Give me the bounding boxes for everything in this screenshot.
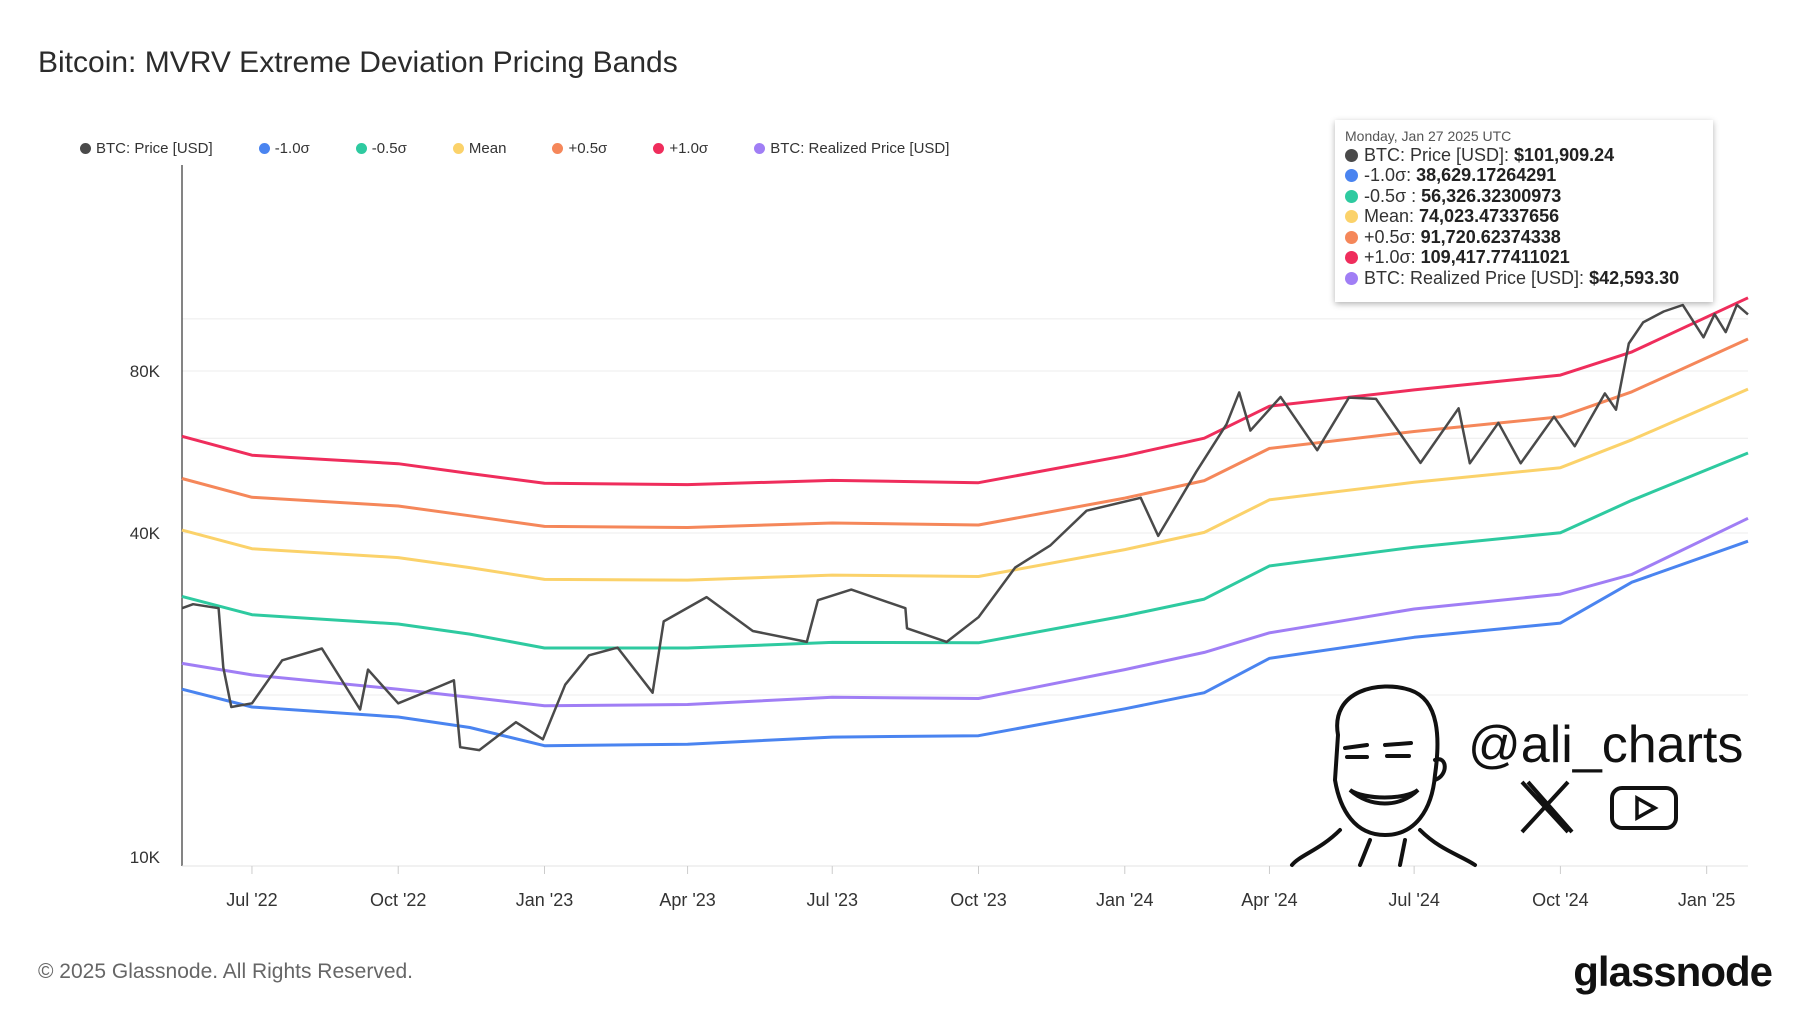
realized-price-line (181, 516, 1749, 708)
tooltip-row: BTC: Price [USD]: $101,909.24 (1345, 145, 1703, 166)
legend-label: BTC: Realized Price [USD] (770, 140, 950, 157)
tooltip-value: $42,593.30 (1589, 267, 1680, 288)
tooltip-value: $101,909.24 (1514, 144, 1615, 165)
legend-dot (258, 143, 270, 154)
tooltip-row: +0.5σ: 91,720.62374338 (1345, 227, 1703, 248)
plus-0-5-sigma-line (181, 337, 1749, 529)
legend-label: +1.0σ (669, 140, 709, 157)
mean-line (181, 387, 1749, 582)
legend-item-realized-price[interactable]: BTC: Realized Price [USD] (754, 140, 949, 157)
tooltip-value: 109,417.77411021 (1420, 247, 1570, 268)
minus-1-sigma-line (181, 539, 1749, 748)
x-tick-label: Jan '23 (516, 890, 573, 910)
minus-0-5-sigma-line (181, 451, 1749, 650)
legend-label: BTC: Price [USD] (96, 140, 213, 157)
x-tick-label: Apr '24 (1241, 890, 1297, 910)
tooltip-row: Mean: 74,023.47337656 (1345, 206, 1703, 228)
legend-item-minus-0-5-sigma[interactable]: -0.5σ (355, 140, 407, 157)
tooltip-value: 91,720.62374338 (1420, 226, 1561, 247)
series-dot (1345, 189, 1358, 203)
legend-dot (355, 143, 367, 154)
series-dot (1345, 169, 1358, 183)
legend-item-minus-1-sigma[interactable]: -1.0σ (258, 140, 310, 157)
legend-dot (552, 143, 564, 154)
glassnode-logo[interactable]: glassnode (1573, 948, 1773, 995)
tooltip-value: 56,326.32300973 (1421, 185, 1562, 206)
x-tick-label: Jul '22 (226, 890, 277, 910)
tooltip-label: +1.0σ: (1364, 247, 1416, 268)
legend-item-price[interactable]: BTC: Price [USD] (80, 140, 213, 157)
legend-label: Mean (468, 140, 507, 157)
legend-item-mean[interactable]: Mean (452, 140, 507, 157)
y-tick-label: 40K (130, 524, 161, 543)
chart-title: Bitcoin: MVRV Extreme Deviation Pricing … (38, 46, 678, 79)
legend-dot (80, 143, 91, 154)
tooltip-label: Mean: (1364, 206, 1415, 227)
meme-face-illustration (1290, 684, 1477, 867)
legend-item-plus-0-5-sigma[interactable]: +0.5σ (552, 140, 607, 157)
x-tick-label: Jan '25 (1678, 890, 1735, 910)
x-logo-icon[interactable] (1520, 780, 1574, 834)
author-handle: @ali_charts (1468, 716, 1744, 774)
hover-tooltip: Monday, Jan 27 2025 UTC BTC: Price [USD]… (1335, 120, 1713, 302)
tooltip-row: -1.0σ: 38,629.17264291 (1345, 165, 1703, 187)
watermark (1290, 684, 1678, 867)
tooltip-value: 38,629.17264291 (1416, 165, 1557, 186)
legend-item-plus-1-sigma[interactable]: +1.0σ (653, 140, 708, 157)
x-tick-label: Jan '24 (1096, 890, 1153, 910)
legend-dot (754, 143, 766, 154)
tooltip-row: -0.5σ :56,326.32300973 (1345, 186, 1703, 207)
btc-price-line (181, 303, 1749, 752)
x-tick-label: Apr '23 (659, 890, 715, 910)
plus-1-sigma-line (181, 296, 1749, 487)
series-dot (1345, 210, 1358, 224)
series-dot (1345, 251, 1358, 265)
legend: BTC: Price [USD] -1.0σ -0.5σ Mean +0.5σ … (80, 140, 995, 157)
series-dot (1345, 148, 1358, 162)
tooltip-label: +0.5σ: (1364, 226, 1416, 247)
series-dot (1345, 230, 1358, 244)
tooltip-value: 74,023.47337656 (1419, 206, 1560, 227)
x-tick-label: Oct '22 (370, 890, 426, 910)
series-dot (1345, 271, 1358, 285)
y-tick-label: 80K (130, 362, 161, 381)
y-tick-label: 10K (130, 848, 161, 867)
tooltip-date: Monday, Jan 27 2025 UTC (1345, 128, 1512, 144)
tooltip-label: BTC: Realized Price [USD]: (1364, 267, 1585, 288)
legend-dot (653, 143, 665, 154)
legend-dot (452, 143, 464, 154)
tooltip-row: +1.0σ: 109,417.77411021 (1345, 247, 1703, 269)
tooltip-label: -1.0σ: (1364, 165, 1412, 186)
legend-label: -1.0σ (274, 140, 310, 157)
youtube-icon[interactable] (1610, 786, 1678, 830)
tooltip-row: BTC: Realized Price [USD]: $42,593.30 (1345, 268, 1703, 289)
x-tick-label: Jul '23 (807, 890, 858, 910)
legend-label: +0.5σ (568, 140, 608, 157)
tooltip-label: BTC: Price [USD]: (1364, 144, 1510, 165)
legend-label: -0.5σ (371, 140, 407, 157)
x-tick-label: Jul '24 (1388, 890, 1439, 910)
x-tick-label: Oct '24 (1532, 890, 1588, 910)
x-tick-label: Oct '23 (950, 890, 1006, 910)
tooltip-label: -0.5σ : (1364, 185, 1417, 206)
copyright-text: © 2025 Glassnode. All Rights Reserved. (38, 960, 414, 983)
